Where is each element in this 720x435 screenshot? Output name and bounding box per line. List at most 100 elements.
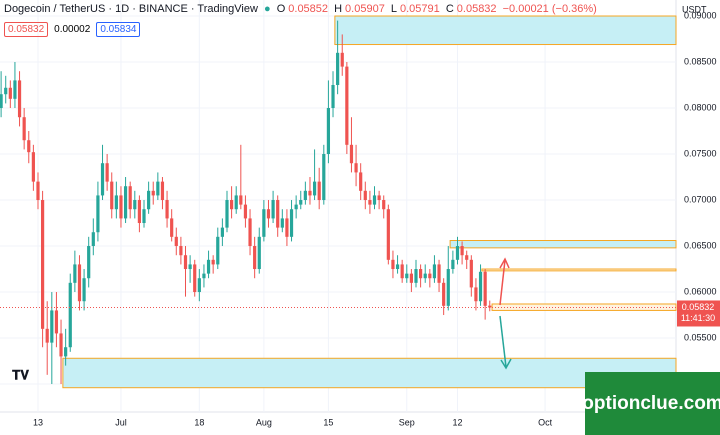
ohlc-key: C [445, 3, 454, 15]
candle-body [289, 209, 294, 237]
ohlc-key: L [390, 3, 397, 15]
change: −0.00021 (−0.36%) [502, 3, 597, 15]
zone [334, 15, 677, 46]
candle-body [193, 264, 197, 293]
candle-body [248, 218, 252, 247]
candle-body [262, 209, 266, 237]
x-tick-label: Aug [256, 417, 272, 427]
buy-button[interactable]: 0.05834 [96, 22, 141, 37]
candle-body [409, 273, 413, 283]
candle-body [239, 195, 243, 205]
candle-body [257, 236, 261, 270]
arrow-head [500, 358, 512, 370]
candle-body [368, 200, 372, 205]
candle-body [211, 259, 215, 265]
candle-body [123, 186, 128, 219]
candle-body [27, 140, 31, 153]
arrow-up [499, 259, 506, 306]
candle-body [349, 144, 354, 164]
candle-body [165, 200, 169, 219]
candle-body [294, 204, 298, 210]
x-tick-label: 12 [452, 417, 462, 427]
candle-body [119, 195, 123, 219]
ohlc-value: 0.05852 [288, 3, 329, 15]
candle-body [220, 227, 224, 237]
candle-body [299, 200, 303, 205]
candle-body [414, 269, 418, 283]
x-tick-label: Jul [115, 417, 127, 427]
candle-body [230, 200, 234, 210]
candle-body [40, 200, 45, 329]
candle-body [359, 172, 363, 191]
candle-body [372, 195, 377, 205]
symbol-title[interactable]: Dogecoin / TetherUS · 1D · BINANCE · Tra… [4, 3, 258, 15]
candle-body [442, 282, 446, 306]
candle-body [483, 271, 487, 306]
candle-body [285, 218, 289, 237]
candle-body [110, 181, 114, 210]
candle-body [437, 264, 441, 283]
candle-body [340, 52, 344, 67]
candle-body [419, 269, 423, 279]
zone [481, 268, 677, 272]
candle-body [345, 66, 349, 145]
tv-logo: 𝐓𝐕 [12, 367, 29, 382]
candle-body [105, 163, 109, 182]
candle-body [142, 209, 146, 224]
x-tick-label: 18 [194, 417, 204, 427]
candle-body [147, 190, 151, 210]
candle-body [331, 85, 335, 109]
candle-body [31, 152, 35, 182]
header: Dogecoin / TetherUS · 1D · BINANCE · Tra… [4, 3, 600, 15]
candle-body [183, 255, 188, 270]
candle-body [22, 117, 26, 141]
x-tick-label: Oct [538, 417, 553, 427]
candle-body [151, 190, 155, 196]
candle-body [469, 259, 473, 288]
candle-body [382, 200, 386, 210]
ohlc-value: 0.05832 [456, 3, 497, 15]
x-tick-label: 13 [33, 417, 43, 427]
candle-body [428, 273, 432, 279]
candle-body [0, 94, 3, 109]
candle-body [474, 287, 478, 302]
ohlc-value: 0.05791 [400, 3, 440, 15]
candle-body [54, 310, 59, 334]
y-tick-label: 0.06000 [684, 286, 717, 296]
candle-body [87, 246, 91, 279]
candle-body [303, 190, 307, 201]
y-tick-label: 0.07000 [684, 194, 717, 204]
candle-body [386, 209, 390, 260]
candle-body [36, 181, 40, 201]
y-tick-label: 0.07500 [684, 148, 717, 158]
ohlc-key: O [276, 3, 286, 15]
candle-body [308, 190, 312, 196]
candle-body [100, 163, 105, 196]
candle-body [336, 52, 340, 86]
candle-body [400, 264, 404, 279]
candle-body [465, 255, 469, 260]
candle-body [395, 264, 400, 270]
candle-body [326, 108, 331, 155]
y-tick-label: 0.09000 [684, 10, 717, 20]
watermark: optionclue.com [582, 372, 720, 435]
y-tick-label: 0.08000 [684, 102, 717, 112]
sell-button[interactable]: 0.05832 [4, 22, 49, 37]
candle-body [17, 80, 22, 118]
candle-body [446, 269, 450, 306]
candle-body [225, 200, 229, 228]
candle-body [68, 282, 72, 348]
zone [449, 240, 677, 249]
candle-body [77, 264, 82, 302]
candle-body [13, 80, 17, 99]
candle-body [312, 181, 317, 196]
price-badge [677, 300, 720, 327]
ohlc-key: H [334, 3, 343, 15]
currency[interactable]: USDT [682, 4, 707, 14]
ohlc-value: 0.05907 [345, 3, 385, 15]
candle-body [234, 195, 238, 210]
x-tick-label: 15 [323, 417, 333, 427]
candle-body [45, 328, 49, 343]
candle-body [317, 181, 321, 201]
